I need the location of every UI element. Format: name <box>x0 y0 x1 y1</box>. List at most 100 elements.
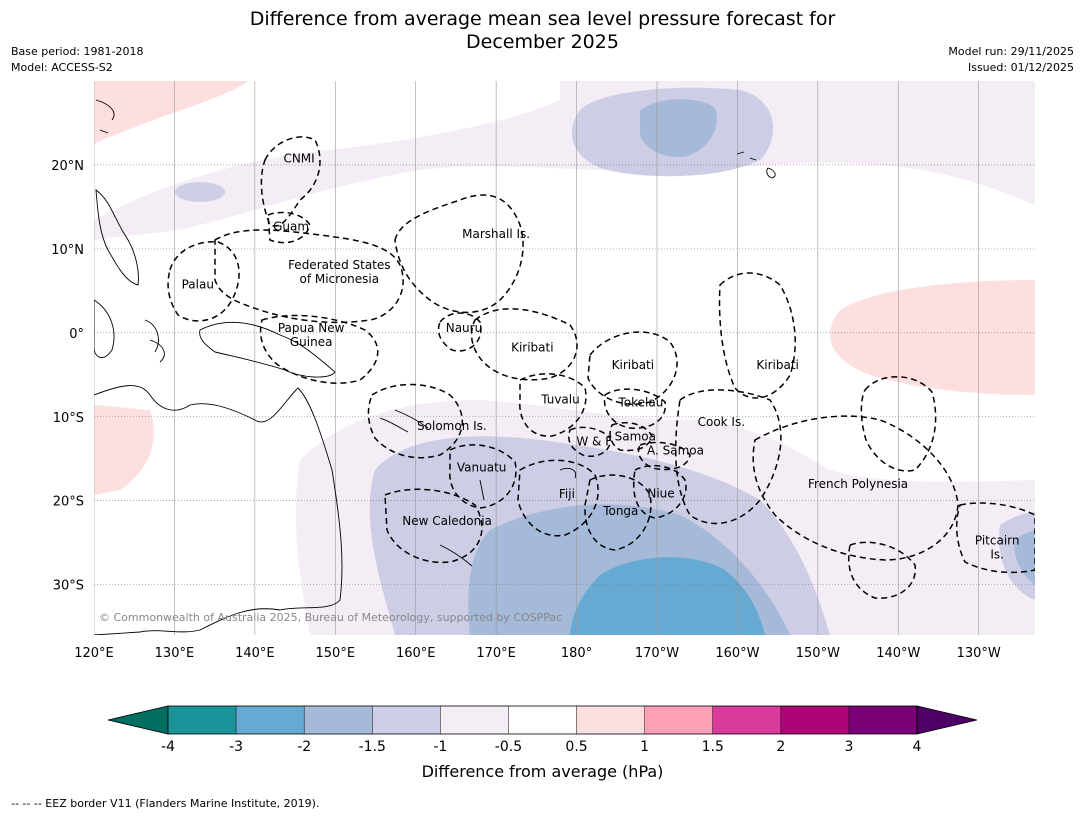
eez-png <box>259 314 379 384</box>
longitude-tick-label: 150°E <box>316 646 356 661</box>
colorbar-bin <box>236 706 305 734</box>
region-label: Cook Is. <box>698 415 745 429</box>
philippines-coast <box>95 189 139 286</box>
sulawesi-coast <box>144 319 165 363</box>
region-label: Guam <box>273 219 309 233</box>
longitude-tick-label: 170°W <box>635 646 679 661</box>
eez-guam <box>267 211 311 244</box>
region-label: New Caledonia <box>402 514 492 528</box>
eez-samoa <box>609 422 653 452</box>
colorbar-bin <box>576 706 645 734</box>
colorbar-bin <box>644 706 713 734</box>
colorbar: -4 -3 -2 -1.5 -1 -0.5 0.5 1 1.5 2 3 4 <box>107 705 978 755</box>
region-label: Papua New Guinea <box>278 321 345 349</box>
anomaly-positive-east <box>830 280 1035 395</box>
eez-nauru <box>437 312 482 352</box>
latitude-tick-label: 0° <box>69 327 84 342</box>
borneo-coast <box>94 299 115 358</box>
colorbar-tick-label: -1 <box>433 739 447 755</box>
latitude-tick-label: 20°S <box>53 495 84 510</box>
fiji-coast <box>559 467 577 479</box>
region-label: Marshall Is. <box>462 227 530 241</box>
solomon-islands-coast <box>379 409 429 433</box>
latitude-tick-label: 20°N <box>51 159 84 174</box>
eez-pitcairn <box>955 502 1035 574</box>
anomaly-band-north <box>94 81 1035 240</box>
colorbar-under-arrow <box>107 705 169 735</box>
new-guinea-coast <box>199 321 336 378</box>
anomaly-core-north <box>640 99 717 157</box>
colorbar-bin <box>780 706 849 734</box>
region-label: Pitcairn Is. <box>975 533 1020 561</box>
colorbar-tick-label: 0.5 <box>565 739 587 755</box>
region-label: Federated States of Micronesia <box>288 258 390 286</box>
eez-legend-note: -- -- -- EEZ border V11 (Flanders Marine… <box>11 797 320 810</box>
colorbar-bin <box>440 706 509 734</box>
colorbar-tick-label: 4 <box>913 739 922 755</box>
coastlines <box>94 99 776 635</box>
base-period-info: Base period: 1981-2018 Model: ACCESS-S2 <box>11 44 143 76</box>
eez-wallis-futuna <box>568 426 611 458</box>
region-labels: CNMI Guam Marshall Is. Federated States of M… <box>182 151 1020 561</box>
anomaly-positive-southwest <box>94 405 154 495</box>
longitude-tick-label: 130°W <box>957 646 1001 661</box>
anomaly-core-south <box>570 557 765 635</box>
region-label: Fiji <box>559 487 575 501</box>
new-caledonia-coast <box>439 544 473 567</box>
eez-french-polynesia-north <box>860 376 937 472</box>
longitude-tick-label: 130°E <box>155 646 195 661</box>
colorbar-outline <box>167 705 918 735</box>
eez-american-samoa <box>637 441 691 471</box>
colorbar-bin <box>848 706 917 734</box>
region-label: W & F <box>576 434 612 448</box>
region-label: French Polynesia <box>808 477 908 491</box>
region-label: Palau <box>182 277 214 291</box>
longitude-tick-label: 140°W <box>876 646 920 661</box>
eez-tuvalu <box>519 373 587 437</box>
model-run-info: Model run: 29/11/2025 Issued: 01/12/2025 <box>948 44 1074 76</box>
colorbar-tick-label: -3 <box>229 739 243 755</box>
anomaly-core-southeast <box>1014 530 1035 585</box>
region-label: Solomon Is. <box>417 419 487 433</box>
title-line-1: Difference from average mean sea level p… <box>249 8 836 30</box>
colorbar-tick-label: -2 <box>297 739 311 755</box>
latitude-tick-label: 30°S <box>53 579 84 594</box>
colorbar-tick-label: -0.5 <box>495 739 522 755</box>
colorbar-tick-label: 2 <box>776 739 785 755</box>
eez-new-caledonia <box>384 488 483 564</box>
region-label: Vanuatu <box>457 460 507 474</box>
longitude-tick-label: 140°E <box>235 646 275 661</box>
colorbar-bin <box>372 706 441 734</box>
gridlines <box>94 81 1035 635</box>
eez-borders <box>167 136 1035 599</box>
vanuatu-coast <box>479 479 485 501</box>
region-label: A. Samoa <box>647 444 704 458</box>
eez-marshall <box>394 194 524 314</box>
eez-fiji <box>517 459 599 537</box>
region-label: Kiribati <box>756 358 798 372</box>
colorbar-tick-label: -4 <box>161 739 175 755</box>
colorbar-bin <box>712 706 781 734</box>
model-run-text: Model run: 29/11/2025 <box>948 45 1074 58</box>
japan-coast <box>95 99 115 134</box>
region-label: Tokelau <box>617 396 663 410</box>
eez-palau <box>167 241 240 322</box>
eez-solomon <box>367 383 464 459</box>
longitude-tick-label: 150°W <box>796 646 840 661</box>
colorbar-tick-label: 1 <box>640 739 649 755</box>
map-title: Difference from average mean sea level p… <box>0 8 1085 54</box>
eez-kiribati-west <box>470 308 578 381</box>
australia-coast <box>94 385 343 635</box>
map-area: © Commonwealth of Australia 2025, Bureau… <box>94 81 1035 635</box>
colorbar-bin <box>168 706 237 734</box>
eez-south-east <box>848 541 916 599</box>
latitude-tick-label: 10°S <box>53 411 84 426</box>
base-period-text: Base period: 1981-2018 <box>11 45 144 58</box>
region-label: Kiribati <box>612 358 654 372</box>
colorbar-tick-label: 3 <box>844 739 853 755</box>
colorbar-bin <box>304 706 373 734</box>
eez-niue <box>633 464 687 519</box>
eez-cook <box>674 389 782 525</box>
longitude-tick-label: 180° <box>561 646 592 661</box>
colorbar-tick-label: -1.5 <box>359 739 386 755</box>
